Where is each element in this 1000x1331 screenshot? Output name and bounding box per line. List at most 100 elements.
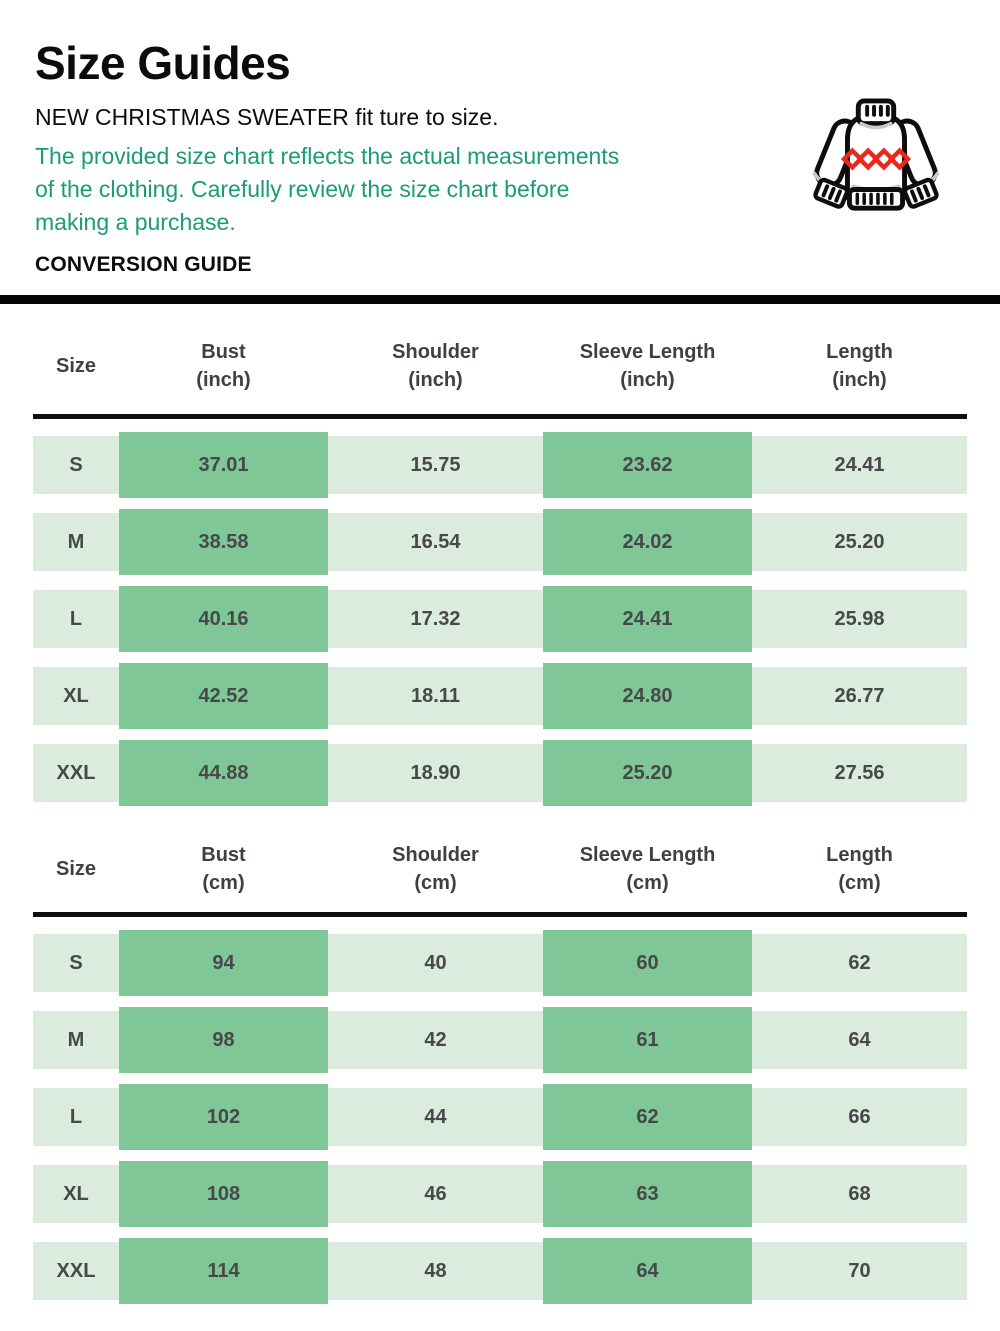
column-unit: (inch) bbox=[196, 369, 251, 391]
column-label: Shoulder bbox=[392, 844, 479, 866]
measurement-note-line: of the clothing. Carefully review the si… bbox=[35, 176, 570, 202]
table-row: M 98 42 61 64 bbox=[33, 1007, 967, 1073]
measurement-cell: 70 bbox=[752, 1242, 967, 1300]
measurement-cell: 42.52 bbox=[119, 663, 328, 729]
size-cell: S bbox=[33, 934, 119, 992]
table-row: XXL 44.88 18.90 25.20 27.56 bbox=[33, 740, 967, 806]
column-label: Bust bbox=[201, 341, 246, 363]
table-header-row: Size Bust (cm) Shoulder (cm) Sleeve Length (cm… bbox=[33, 821, 967, 912]
size-cell: XL bbox=[33, 667, 119, 725]
table-row: XL 108 46 63 68 bbox=[33, 1161, 967, 1227]
page-title: Size Guides bbox=[35, 37, 291, 89]
measurement-cell: 18.11 bbox=[328, 667, 543, 725]
column-header: Sleeve Length (inch) bbox=[543, 338, 752, 394]
measurement-cell: 25.98 bbox=[752, 590, 967, 648]
column-header: Bust (inch) bbox=[119, 338, 328, 394]
header-rule bbox=[33, 912, 967, 917]
intro-section: Size Guides NEW CHRISTMAS SWEATER fit tu… bbox=[0, 0, 1000, 278]
measurement-cell: 25.20 bbox=[752, 513, 967, 571]
table-row: S 94 40 60 62 bbox=[33, 930, 967, 996]
size-table-inch: Size Bust (inch) Shoulder (inch) Sleeve Lengt… bbox=[33, 304, 967, 806]
measurement-cell: 27.56 bbox=[752, 744, 967, 802]
measurement-cell: 62 bbox=[543, 1084, 752, 1150]
table-body: S 94 40 60 62 M 98 42 61 64 L 102 44 62 66 XL 108 46 63 68 X… bbox=[33, 917, 967, 1304]
column-header: Size bbox=[33, 338, 119, 394]
size-cell: XL bbox=[33, 1165, 119, 1223]
size-cell: L bbox=[33, 1088, 119, 1146]
measurement-cell: 63 bbox=[543, 1161, 752, 1227]
size-cell: XXL bbox=[33, 1242, 119, 1300]
column-header: Sleeve Length (cm) bbox=[543, 841, 752, 897]
conversion-guide-label: CONVERSION GUIDE bbox=[35, 253, 252, 276]
column-label: Length bbox=[826, 341, 893, 363]
column-header: Bust (cm) bbox=[119, 841, 328, 897]
measurement-cell: 102 bbox=[119, 1084, 328, 1150]
measurement-cell: 48 bbox=[328, 1242, 543, 1300]
column-unit: (inch) bbox=[620, 369, 675, 391]
measurement-cell: 108 bbox=[119, 1161, 328, 1227]
column-unit: (cm) bbox=[838, 872, 881, 894]
size-cell: L bbox=[33, 590, 119, 648]
measurement-cell: 15.75 bbox=[328, 436, 543, 494]
size-cell: S bbox=[33, 436, 119, 494]
measurement-cell: 24.80 bbox=[543, 663, 752, 729]
column-label: Size bbox=[55, 858, 97, 880]
measurement-cell: 25.20 bbox=[543, 740, 752, 806]
measurement-cell: 98 bbox=[119, 1007, 328, 1073]
measurement-note: The provided size chart reflects the act… bbox=[35, 140, 965, 239]
column-unit: (cm) bbox=[414, 872, 457, 894]
measurement-note-line: making a purchase. bbox=[35, 209, 236, 235]
measurement-cell: 114 bbox=[119, 1238, 328, 1304]
column-label: Shoulder bbox=[392, 341, 479, 363]
table-row: L 40.16 17.32 24.41 25.98 bbox=[33, 586, 967, 652]
size-cell: M bbox=[33, 1011, 119, 1069]
section-divider bbox=[0, 295, 1000, 304]
sweater-hem bbox=[846, 184, 906, 211]
measurement-cell: 40.16 bbox=[119, 586, 328, 652]
diamond-pattern bbox=[840, 147, 912, 171]
table-row: XXL 114 48 64 70 bbox=[33, 1238, 967, 1304]
size-table-cm: Size Bust (cm) Shoulder (cm) Sleeve Length (cm… bbox=[33, 821, 967, 1304]
header-rule bbox=[33, 414, 967, 419]
measurement-cell: 37.01 bbox=[119, 432, 328, 498]
column-label: Sleeve Length bbox=[579, 844, 716, 866]
table-body: S 37.01 15.75 23.62 24.41 M 38.58 16.54 24.02 25.… bbox=[33, 419, 967, 806]
table-row: XL 42.52 18.11 24.80 26.77 bbox=[33, 663, 967, 729]
measurement-cell: 64 bbox=[543, 1238, 752, 1304]
column-header: Length (inch) bbox=[752, 338, 967, 394]
measurement-cell: 24.02 bbox=[543, 509, 752, 575]
column-header: Shoulder (inch) bbox=[328, 338, 543, 394]
measurement-cell: 18.90 bbox=[328, 744, 543, 802]
measurement-cell: 61 bbox=[543, 1007, 752, 1073]
table-row: S 37.01 15.75 23.62 24.41 bbox=[33, 432, 967, 498]
measurement-cell: 26.77 bbox=[752, 667, 967, 725]
measurement-note-line: The provided size chart reflects the act… bbox=[35, 143, 620, 169]
fit-note: NEW CHRISTMAS SWEATER fit ture to size. bbox=[35, 104, 499, 130]
column-header: Length (cm) bbox=[752, 841, 967, 897]
column-label: Size bbox=[55, 355, 97, 377]
measurement-cell: 17.32 bbox=[328, 590, 543, 648]
column-label: Sleeve Length bbox=[579, 341, 716, 363]
measurement-cell: 38.58 bbox=[119, 509, 328, 575]
column-unit: (inch) bbox=[832, 369, 887, 391]
measurement-cell: 62 bbox=[752, 934, 967, 992]
measurement-cell: 44.88 bbox=[119, 740, 328, 806]
measurement-cell: 23.62 bbox=[543, 432, 752, 498]
table-header-row: Size Bust (inch) Shoulder (inch) Sleeve Lengt… bbox=[33, 304, 967, 414]
measurement-cell: 60 bbox=[543, 930, 752, 996]
measurement-cell: 24.41 bbox=[543, 586, 752, 652]
measurement-cell: 44 bbox=[328, 1088, 543, 1146]
christmas-sweater-icon bbox=[812, 98, 940, 211]
measurement-cell: 66 bbox=[752, 1088, 967, 1146]
measurement-cell: 46 bbox=[328, 1165, 543, 1223]
column-unit: (inch) bbox=[408, 369, 463, 391]
size-cell: XXL bbox=[33, 744, 119, 802]
measurement-cell: 40 bbox=[328, 934, 543, 992]
measurement-cell: 68 bbox=[752, 1165, 967, 1223]
table-row: L 102 44 62 66 bbox=[33, 1084, 967, 1150]
size-cell: M bbox=[33, 513, 119, 571]
column-header: Shoulder (cm) bbox=[328, 841, 543, 897]
column-unit: (cm) bbox=[202, 872, 245, 894]
column-unit: (cm) bbox=[626, 872, 669, 894]
